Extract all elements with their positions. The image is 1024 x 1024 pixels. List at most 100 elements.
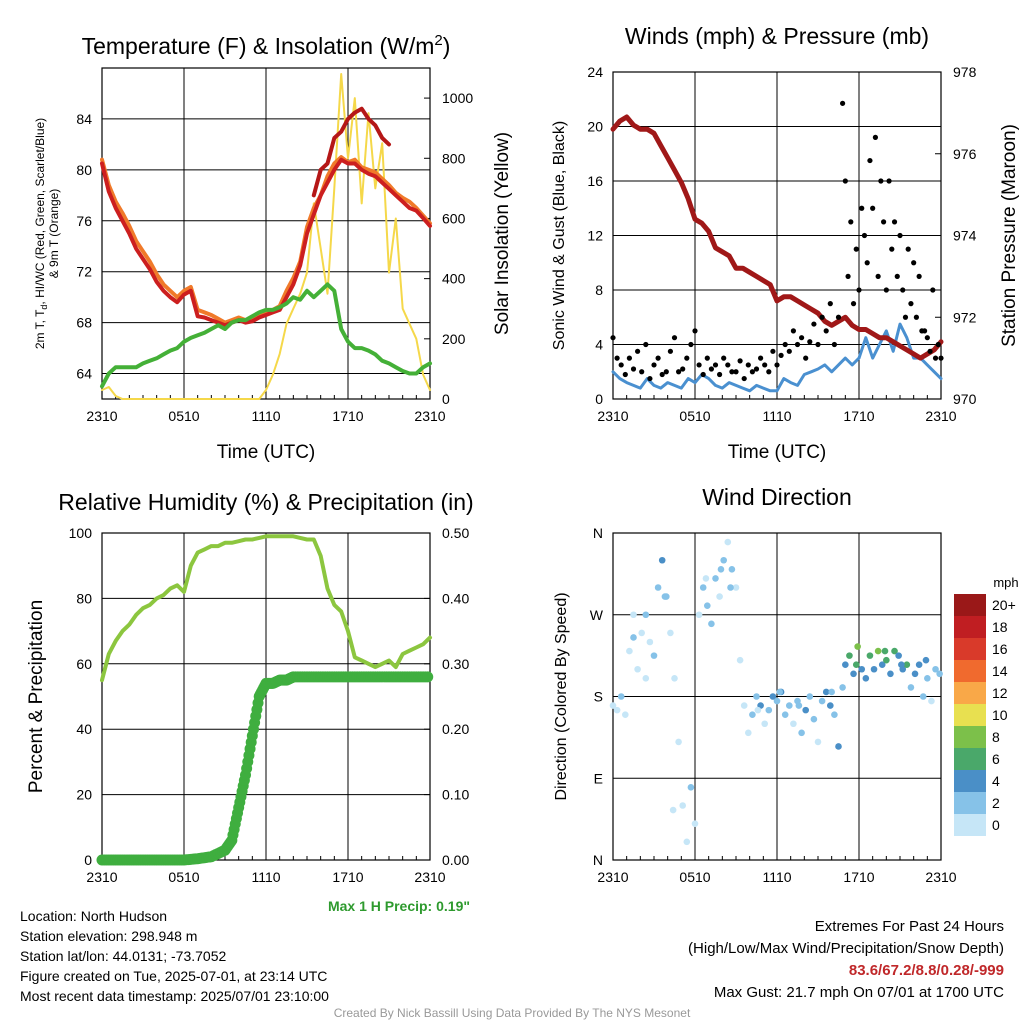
y-tick-label: 76 — [76, 213, 92, 229]
x-tick-label: 1710 — [843, 869, 874, 885]
direction-point — [667, 629, 674, 637]
gust-point — [905, 246, 911, 252]
colorbar-level-label: 2 — [992, 795, 1000, 811]
direction-point — [699, 584, 707, 591]
direction-point — [818, 697, 826, 705]
gust-point — [659, 371, 665, 378]
chart-title: Relative Humidity (%) & Precipitation (i… — [58, 489, 473, 515]
y2-axis-label: Solar Insolation (Yellow) — [492, 132, 513, 335]
gust-point — [823, 328, 829, 334]
direction-point — [776, 688, 784, 696]
direction-point — [878, 661, 886, 669]
colorbar-swatch — [954, 616, 986, 638]
gust-point — [790, 328, 797, 334]
y-tick-label: S — [594, 689, 603, 705]
direction-point — [846, 652, 853, 659]
precip-point — [422, 671, 434, 683]
direction-point — [671, 675, 678, 682]
chart-title: Temperature (F) & Insolation (W/m2) — [82, 32, 451, 59]
direction-point — [850, 670, 857, 678]
station-info: Location: North Hudson Station elevation… — [20, 906, 329, 1006]
gust-point — [753, 366, 760, 372]
y2-axis-label: Station Pressure (Maroon) — [999, 124, 1020, 347]
y2-tick-label: 400 — [442, 271, 466, 287]
y2-tick-label: 0.10 — [442, 787, 469, 803]
y-tick-label: 20 — [587, 119, 603, 135]
y-tick-label: 80 — [76, 162, 92, 178]
pressure-line — [610, 114, 944, 361]
gust-point — [867, 157, 873, 164]
x-tick-label: 2310 — [597, 408, 628, 424]
direction-point — [754, 706, 762, 714]
gust-point — [651, 362, 657, 368]
x-tick-label: 0510 — [679, 408, 710, 424]
direction-point — [753, 693, 760, 700]
gust-point — [938, 355, 944, 361]
gust-point — [902, 314, 909, 320]
colorbar-swatch — [954, 638, 986, 660]
gust-point — [872, 134, 879, 140]
gust-point — [881, 219, 887, 225]
x-tick-label: 1710 — [843, 408, 874, 424]
direction-point — [874, 647, 882, 655]
gust-point — [647, 375, 653, 382]
direction-point — [687, 784, 695, 791]
direction-point — [613, 706, 621, 714]
y2-tick-label: 0.20 — [442, 721, 469, 737]
extremes-values: 83.6/67.2/8.8/0.28/-999 — [848, 962, 1004, 979]
direction-point — [720, 556, 727, 564]
direction-point — [932, 665, 939, 673]
x-axis-label: Time (UTC) — [217, 442, 316, 463]
colorbar-level-label: 16 — [992, 641, 1008, 657]
direction-point — [732, 584, 740, 591]
plot-frame — [612, 71, 942, 400]
plot-frame — [101, 532, 431, 861]
gust-point — [676, 369, 682, 375]
temp_9m-line — [100, 155, 432, 325]
y2-tick-label: 800 — [442, 150, 466, 166]
y2-tick-label: 976 — [953, 146, 977, 162]
gust-point — [782, 341, 788, 348]
direction-point — [781, 711, 789, 718]
colorbar-swatch — [954, 726, 986, 748]
y-tick-label: N — [593, 852, 603, 868]
created-text: Figure created on Tue, 2025-07-01, at 23… — [20, 968, 328, 984]
y-tick-label: 16 — [587, 173, 603, 189]
temperature-panel: 2310 0510 1110 1710 2310 64 68 72 76 80 84 0 200 400 6… — [33, 32, 513, 463]
direction-point — [658, 556, 666, 564]
direction-point — [691, 820, 699, 827]
y-axis-label: Percent & Precipitation — [26, 600, 47, 793]
colorbar-level-label: 20+ — [992, 597, 1016, 613]
direction-point — [839, 684, 846, 691]
gust-point — [671, 335, 678, 341]
gust-point — [870, 205, 876, 211]
y-axis-label: Sonic Wind & Gust (Blue, Black) — [551, 121, 568, 350]
direction-point — [887, 670, 894, 678]
gust-point — [883, 287, 889, 293]
heat_index_wc-line — [311, 106, 391, 198]
extremes-title: Extremes For Past 24 Hours — [814, 918, 1004, 935]
gust-point — [807, 339, 813, 345]
direction-point — [915, 661, 923, 669]
direction-point — [854, 643, 861, 650]
direction-point — [922, 656, 930, 664]
direction-point — [798, 729, 805, 737]
colorbar-swatch — [954, 682, 986, 704]
gust-point — [803, 355, 809, 361]
gust-point — [639, 369, 645, 375]
y-tick-label: 8 — [595, 282, 603, 298]
direction-point — [919, 693, 927, 700]
gust-point — [864, 260, 870, 266]
direction-point — [650, 652, 658, 659]
elevation-text: Station elevation: 298.948 m — [20, 928, 198, 944]
latlon-text: Station lat/lon: 44.0131; -73.7052 — [20, 948, 227, 964]
gust-point — [811, 321, 817, 327]
plot-frame — [101, 67, 431, 400]
gust-point — [853, 246, 859, 252]
gust-point — [655, 355, 661, 361]
y-tick-label: 0 — [595, 391, 603, 407]
direction-point — [622, 711, 629, 718]
gust-point — [875, 273, 881, 279]
direction-point — [638, 629, 645, 637]
